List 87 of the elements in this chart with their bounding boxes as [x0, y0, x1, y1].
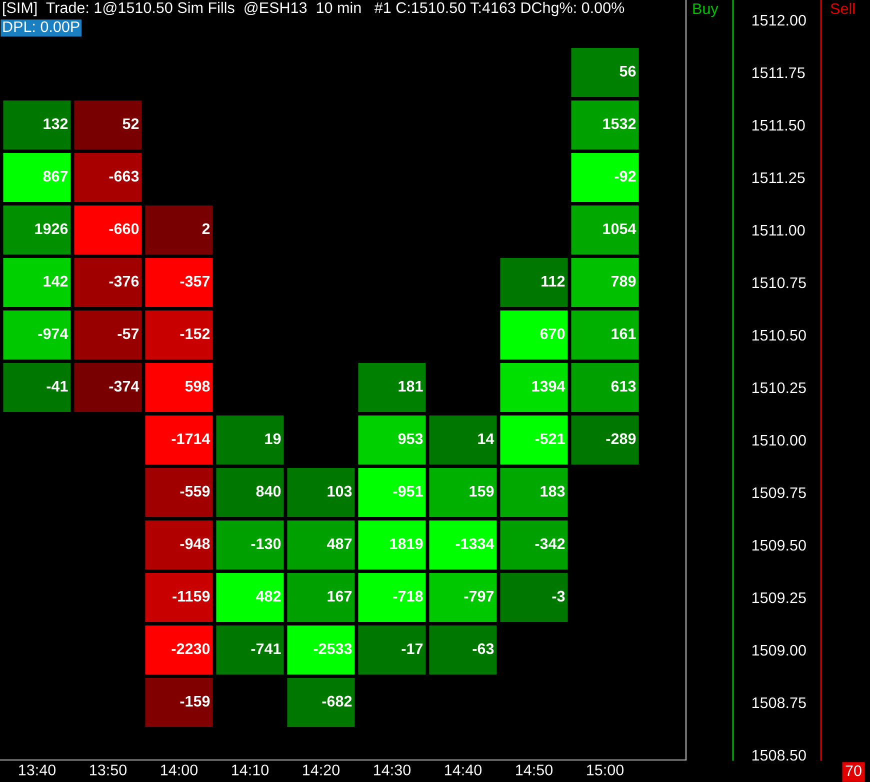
y-tick-label: 1510.75 [752, 277, 806, 288]
annotation: DPL: 0.00P [3, 21, 80, 32]
data-label: 112 [542, 276, 565, 286]
data-label: 14 [478, 433, 494, 444]
data-label: -974 [38, 328, 68, 340]
data-label: 789 [611, 276, 636, 287]
data-label: -559 [180, 486, 210, 497]
data-label: -41 [46, 380, 68, 392]
data-label: 52 [122, 118, 139, 130]
data-label: 867 [43, 170, 68, 182]
data-label: -660 [109, 223, 139, 234]
y-tick-label: 1511.25 [752, 172, 805, 184]
data-label: -17 [402, 643, 423, 654]
y-tick-label: 1510.00 [752, 434, 806, 446]
data-label: 103 [328, 486, 352, 497]
data-label: 2 [202, 223, 210, 234]
y-tick-label: 1510.25 [752, 382, 806, 394]
data-label: 19 [265, 433, 281, 444]
y-tick-label: 1509.00 [752, 644, 806, 656]
data-label: 953 [398, 433, 423, 444]
data-label: 159 [470, 486, 494, 497]
data-label: -663 [109, 170, 139, 182]
y-tick-label: 1508.75 [752, 697, 806, 708]
data-label: -376 [109, 276, 139, 287]
data-label: 1394 [532, 380, 566, 392]
data-label: 482 [256, 590, 281, 602]
x-tick-label: 14:10 [232, 764, 269, 776]
data-label: -357 [180, 276, 210, 287]
data-label: -741 [251, 643, 281, 654]
data-label: 183 [540, 486, 565, 497]
data-label: -289 [606, 433, 636, 444]
data-label: 167 [328, 590, 352, 602]
y-tick-label: 1508.50 [752, 750, 806, 761]
data-label: 1532 [603, 118, 636, 130]
x-tick-label: 14:30 [374, 764, 411, 776]
y-tick-label: 1509.25 [752, 592, 806, 604]
x-tick-label: 14:20 [303, 764, 340, 776]
x-tick-label: 13:50 [90, 764, 127, 776]
data-label: 181 [398, 380, 423, 392]
data-label: -797 [464, 590, 494, 602]
x-tick-label: 15:00 [587, 764, 624, 776]
data-label: -3 [552, 590, 565, 602]
data-label: 487 [326, 538, 352, 550]
data-label: -1714 [172, 433, 210, 444]
annotation: [SIM] Trade: 1@1510.50 Sim Fills @ESH13 10 min #1 C:1510.50 T:4163 DChg%: 0.00% [3, 2, 624, 16]
data-label: -159 [180, 696, 210, 707]
text: Buy [693, 3, 718, 18]
data-label: 670 [540, 328, 565, 340]
x-tick-label: 14:00 [161, 764, 198, 776]
data-label: -374 [109, 380, 140, 392]
data-label: 132 [44, 118, 68, 130]
data-label: -521 [535, 433, 565, 444]
data-label: 161 [612, 328, 636, 340]
data-label: -948 [180, 538, 210, 550]
data-label: -63 [472, 643, 494, 654]
data-label: -1334 [456, 538, 494, 550]
data-label: 598 [185, 380, 210, 392]
data-label: 56 [620, 66, 636, 77]
y-tick-label: 1511.50 [752, 120, 805, 131]
data-label: -951 [393, 486, 423, 497]
y-tick-label: 1511.00 [752, 224, 805, 236]
data-label: -718 [393, 590, 423, 602]
text: Sell [830, 2, 854, 14]
text: 70 [846, 765, 862, 776]
x-tick-label: 14:40 [445, 764, 482, 776]
data-label: -342 [535, 538, 565, 550]
data-label: -682 [322, 696, 352, 707]
data-label: -130 [251, 538, 281, 550]
data-label: -57 [118, 328, 139, 340]
y-tick-label: 1509.75 [752, 487, 806, 498]
data-label: 142 [44, 276, 68, 286]
data-label: 1819 [390, 538, 423, 550]
data-label: -92 [614, 170, 636, 182]
y-tick-label: 1510.50 [752, 330, 806, 341]
data-label: 840 [256, 486, 281, 497]
y-tick-label: 1512.00 [752, 14, 806, 26]
x-tick-label: 13:40 [19, 764, 56, 776]
y-tick-label: 1511.75 [752, 68, 805, 78]
data-label: 613 [611, 380, 636, 392]
data-label: -2230 [172, 643, 210, 654]
data-label: -152 [180, 328, 210, 340]
data-label: 1054 [603, 223, 636, 234]
x-tick-label: 14:50 [516, 764, 553, 776]
y-tick-label: 1509.50 [752, 540, 806, 551]
data-label: 1926 [35, 223, 68, 234]
data-label: -2533 [314, 643, 352, 654]
data-label: -1159 [172, 590, 210, 602]
